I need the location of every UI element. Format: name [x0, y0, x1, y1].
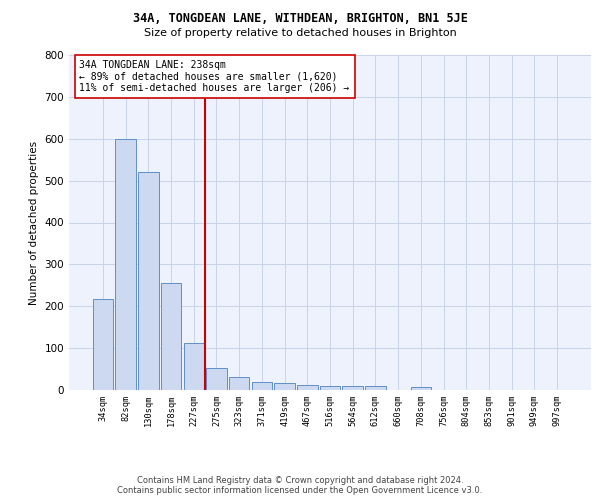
Bar	[320, 386, 340, 390]
Bar	[343, 386, 363, 390]
Text: 34A, TONGDEAN LANE, WITHDEAN, BRIGHTON, BN1 5JE: 34A, TONGDEAN LANE, WITHDEAN, BRIGHTON, …	[133, 12, 467, 26]
Bar	[251, 382, 272, 390]
Bar	[365, 386, 386, 390]
Bar	[297, 386, 317, 390]
Bar	[229, 376, 250, 390]
Bar	[161, 283, 181, 390]
Bar	[115, 138, 136, 390]
Bar	[184, 342, 204, 390]
Text: Contains HM Land Registry data © Crown copyright and database right 2024.
Contai: Contains HM Land Registry data © Crown c…	[118, 476, 482, 495]
Bar	[274, 384, 295, 390]
Y-axis label: Number of detached properties: Number of detached properties	[29, 140, 39, 304]
Text: Size of property relative to detached houses in Brighton: Size of property relative to detached ho…	[143, 28, 457, 38]
Bar	[93, 298, 113, 390]
Text: 34A TONGDEAN LANE: 238sqm
← 89% of detached houses are smaller (1,620)
11% of se: 34A TONGDEAN LANE: 238sqm ← 89% of detac…	[79, 60, 350, 93]
Bar	[410, 386, 431, 390]
Bar	[206, 368, 227, 390]
Bar	[138, 172, 158, 390]
